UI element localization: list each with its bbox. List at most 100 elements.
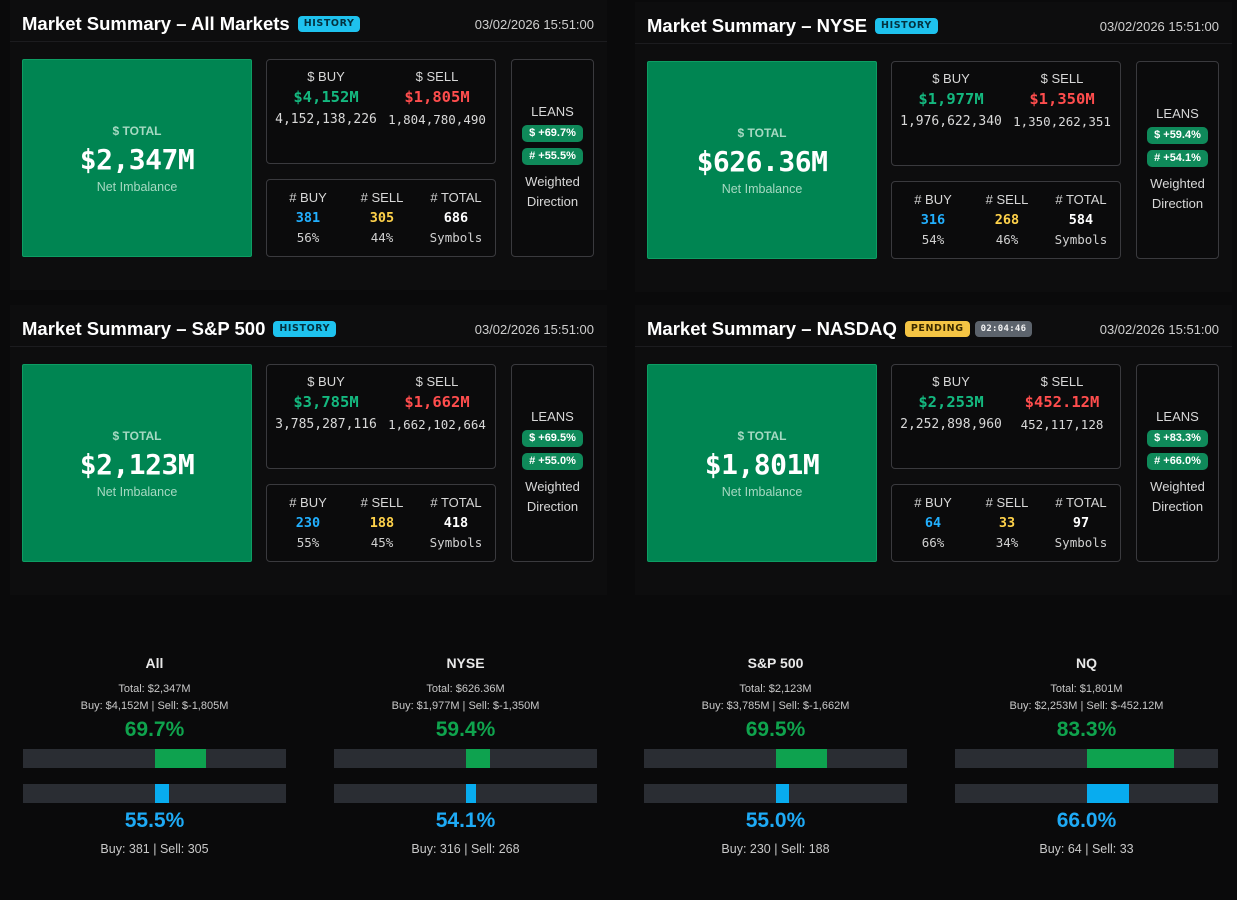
symbols-label: Symbols xyxy=(429,230,483,245)
timestamp: 03/02/2026 15:51:00 xyxy=(474,322,594,337)
count-buy-label: # BUY xyxy=(289,495,327,510)
count-buy-column: # BUY 64 66% xyxy=(896,495,970,550)
panel-title: Market Summary – S&P 500 HISTORY xyxy=(22,318,337,340)
weighted-direction-label: Weighted Direction xyxy=(1150,176,1205,211)
dollar-sell-column: $ SELL $452.12M 452,117,128 xyxy=(1008,374,1116,435)
count-sell-column: # SELL 305 44% xyxy=(345,190,419,245)
summary-name: S&P 500 xyxy=(747,655,804,671)
buy-amount: $2,253M xyxy=(918,393,984,411)
net-imbalance-label: Net Imbalance xyxy=(96,485,178,499)
count-lean-fill xyxy=(465,784,477,803)
symbol-count-box: # BUY 316 54% # SELL 268 46% # TOTAL 584… xyxy=(891,181,1121,259)
net-imbalance-card: $ TOTAL $2,347M Net Imbalance xyxy=(22,59,252,257)
buy-exact: 4,152,138,226 xyxy=(275,112,377,127)
count-lean-pill: # +55.5% xyxy=(522,148,583,165)
count-lean-fill xyxy=(1086,784,1129,803)
buy-amount: $1,977M xyxy=(918,90,984,108)
symbol-count-box: # BUY 64 66% # SELL 33 34% # TOTAL 97 Sy… xyxy=(891,484,1121,562)
summary-name: NYSE xyxy=(446,655,485,671)
count-sell-label: # SELL xyxy=(360,495,404,510)
count-lean-fill xyxy=(154,784,169,803)
panel-header: Market Summary – NYSE HISTORY 03/02/2026 … xyxy=(635,2,1232,44)
weighted-direction-label: Weighted Direction xyxy=(525,174,580,209)
count-sell-value: 268 xyxy=(994,212,1020,228)
dollar-lean-bar xyxy=(23,749,286,768)
dollar-lean-pct: 69.7% xyxy=(124,718,185,741)
sell-label: $ SELL xyxy=(1040,71,1084,86)
summary-counts: Buy: 230 | Sell: 188 xyxy=(721,842,830,856)
count-total-column: # TOTAL 97 Symbols xyxy=(1044,495,1118,550)
buy-amount: $4,152M xyxy=(293,88,359,106)
count-buy-value: 64 xyxy=(924,515,942,531)
leans-label: LEANS xyxy=(531,409,574,424)
dollar-lean-pct: 59.4% xyxy=(435,718,496,741)
sell-exact: 1,350,262,351 xyxy=(1013,114,1111,129)
count-total-label: # TOTAL xyxy=(1055,495,1107,510)
panel-header: Market Summary – S&P 500 HISTORY 03/02/20… xyxy=(10,305,607,347)
symbols-label: Symbols xyxy=(429,535,483,550)
total-value: $1,801M xyxy=(704,448,820,481)
count-sell-label: # SELL xyxy=(985,192,1029,207)
summary-total: Total: $1,801M xyxy=(1050,683,1123,695)
sell-label: $ SELL xyxy=(1040,374,1084,389)
count-sell-label: # SELL xyxy=(360,190,404,205)
count-sell-column: # SELL 33 34% xyxy=(970,495,1044,550)
history-badge[interactable]: HISTORY xyxy=(273,321,337,337)
count-sell-pct: 45% xyxy=(370,535,394,550)
summary-total: Total: $626.36M xyxy=(426,683,505,695)
count-sell-value: 33 xyxy=(998,515,1016,531)
count-buy-value: 381 xyxy=(295,210,321,226)
summary-counts: Buy: 316 | Sell: 268 xyxy=(411,842,520,856)
dollar-lean-pill: $ +69.5% xyxy=(522,430,583,447)
total-label: $ TOTAL xyxy=(737,429,787,443)
summary-buy-sell: Buy: $3,785M | Sell: $-1,662M xyxy=(701,700,850,712)
dollar-lean-pct: 69.5% xyxy=(745,718,806,741)
count-buy-label: # BUY xyxy=(914,495,952,510)
count-buy-column: # BUY 230 55% xyxy=(271,495,345,550)
sell-amount: $452.12M xyxy=(1024,393,1100,411)
countdown-timer: 02:04:46 xyxy=(974,321,1033,337)
history-badge[interactable]: HISTORY xyxy=(297,16,361,32)
count-lean-pill: # +54.1% xyxy=(1147,150,1208,167)
summary-sp500: S&P 500 Total: $2,123M Buy: $3,785M | Se… xyxy=(644,655,907,856)
summary-total: Total: $2,347M xyxy=(118,683,191,695)
count-sell-column: # SELL 268 46% xyxy=(970,192,1044,247)
total-label: $ TOTAL xyxy=(737,126,787,140)
weighted-direction-label: Weighted Direction xyxy=(1150,479,1205,514)
dollar-lean-pct: 83.3% xyxy=(1056,718,1117,741)
summary-counts: Buy: 381 | Sell: 305 xyxy=(100,842,209,856)
count-buy-pct: 56% xyxy=(296,230,320,245)
panel-nyse: Market Summary – NYSE HISTORY 03/02/2026 … xyxy=(635,2,1232,292)
leans-box: LEANS $ +69.7% # +55.5% Weighted Directi… xyxy=(511,59,594,257)
pending-badge[interactable]: PENDING xyxy=(904,321,970,337)
dollar-buy-column: $ BUY $3,785M 3,785,287,116 xyxy=(273,374,379,435)
total-label: $ TOTAL xyxy=(112,124,162,138)
dollar-lean-fill xyxy=(775,749,827,768)
sell-amount: $1,662M xyxy=(404,393,470,411)
count-lean-bar xyxy=(955,784,1218,803)
count-lean-pct: 54.1% xyxy=(435,809,496,832)
dollar-lean-fill xyxy=(465,749,491,768)
panel-title: Market Summary – NASDAQ PENDING 02:04:46 xyxy=(647,318,1033,340)
summary-total: Total: $2,123M xyxy=(739,683,812,695)
summary-all: All Total: $2,347M Buy: $4,152M | Sell: … xyxy=(23,655,286,856)
count-total-value: 686 xyxy=(443,210,469,226)
symbol-count-box: # BUY 381 56% # SELL 305 44% # TOTAL 686… xyxy=(266,179,496,257)
dollar-lean-pill: $ +69.7% xyxy=(522,125,583,142)
panel-title-text: Market Summary – All Markets xyxy=(22,13,290,34)
panel-header: Market Summary – All Markets HISTORY 03/0… xyxy=(10,0,607,42)
history-badge[interactable]: HISTORY xyxy=(875,18,938,34)
count-buy-pct: 54% xyxy=(921,232,945,247)
summary-nyse: NYSE Total: $626.36M Buy: $1,977M | Sell… xyxy=(334,655,597,856)
net-imbalance-card: $ TOTAL $1,801M Net Imbalance xyxy=(647,364,877,562)
count-buy-pct: 55% xyxy=(296,535,320,550)
panel-header: Market Summary – NASDAQ PENDING 02:04:46 0… xyxy=(635,305,1232,347)
dollar-lean-pill: $ +59.4% xyxy=(1147,127,1208,144)
count-buy-pct: 66% xyxy=(921,535,945,550)
sell-label: $ SELL xyxy=(415,69,459,84)
buy-exact: 3,785,287,116 xyxy=(275,417,377,432)
sell-amount: $1,350M xyxy=(1029,90,1095,108)
dollar-lean-bar xyxy=(955,749,1218,768)
sell-label: $ SELL xyxy=(415,374,459,389)
net-imbalance-label: Net Imbalance xyxy=(721,485,803,499)
